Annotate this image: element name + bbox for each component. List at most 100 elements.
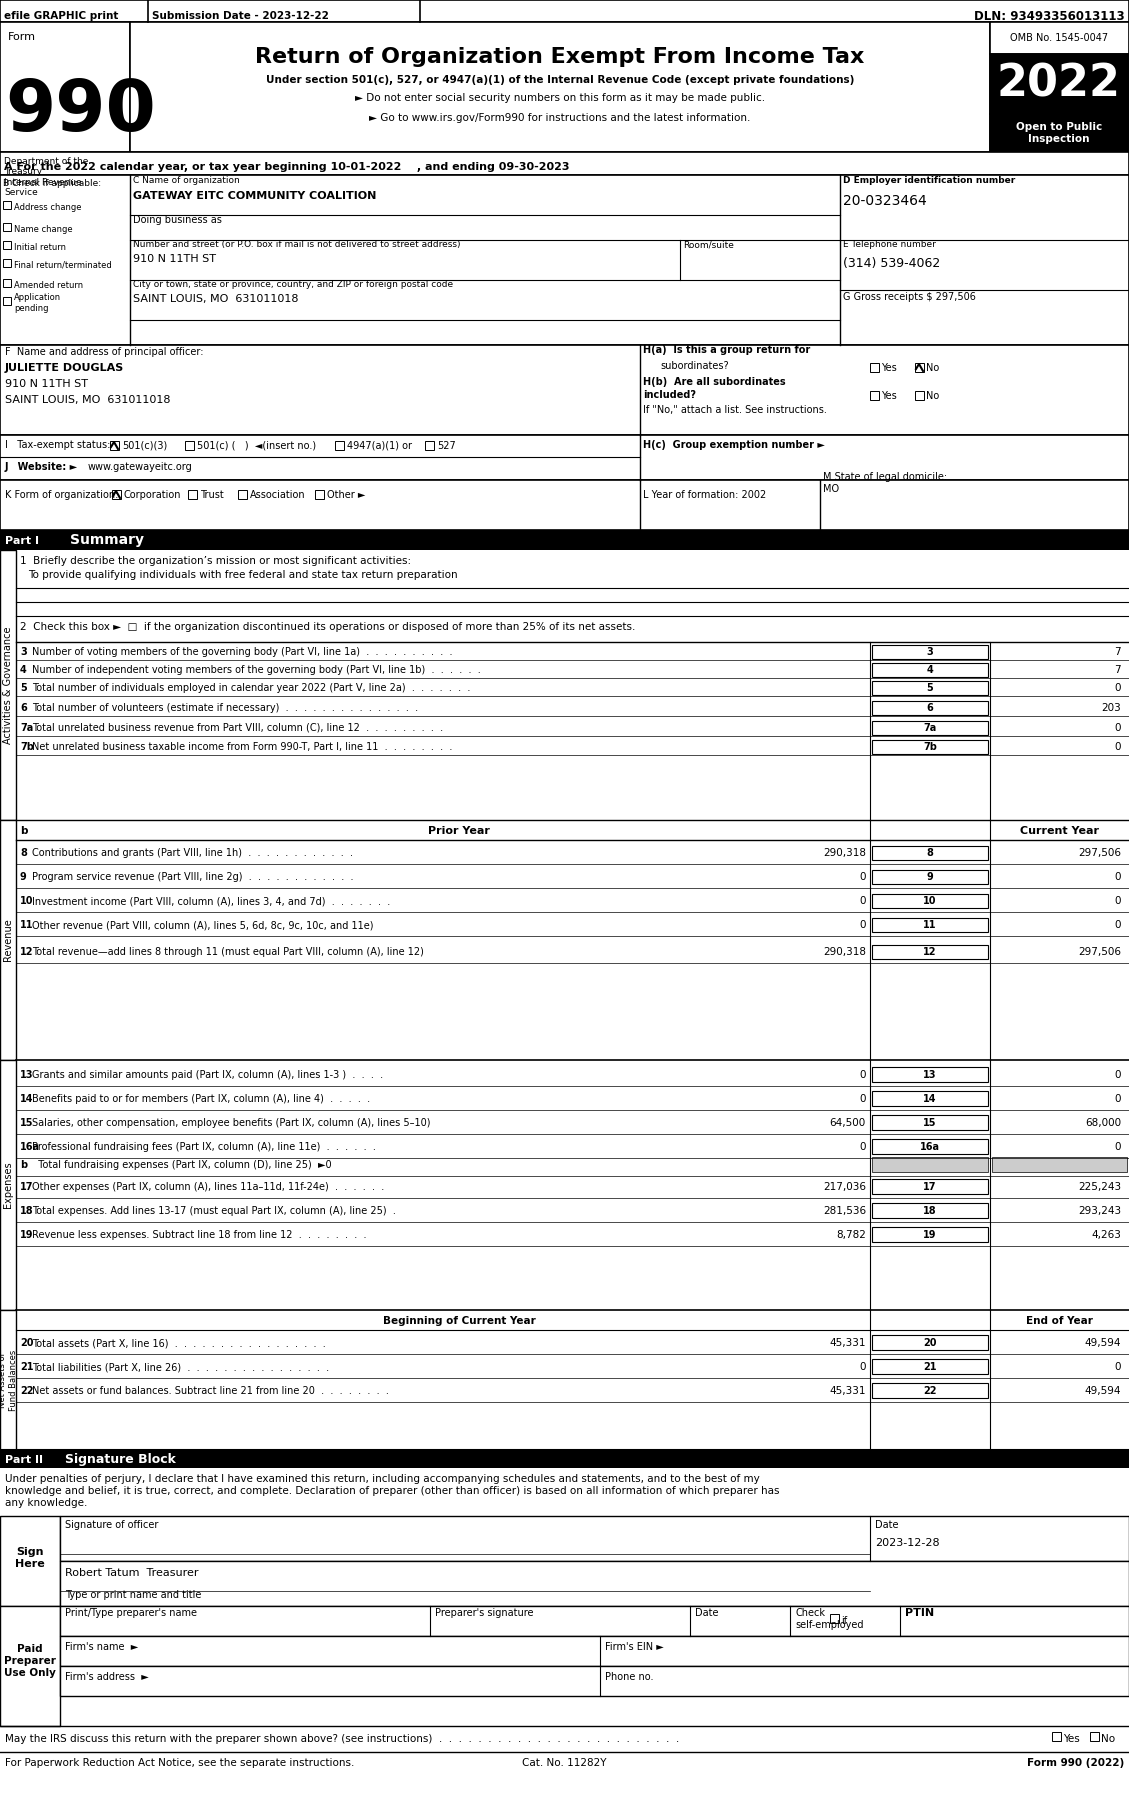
Text: Paid
Preparer
Use Only: Paid Preparer Use Only bbox=[5, 1645, 56, 1678]
Bar bbox=[872, 662, 988, 677]
Text: 8,782: 8,782 bbox=[837, 1230, 866, 1241]
Bar bbox=[990, 22, 1129, 54]
Text: 12: 12 bbox=[924, 947, 937, 958]
Text: www.gatewayeitc.org: www.gatewayeitc.org bbox=[88, 463, 193, 472]
Text: 910 N 11TH ST: 910 N 11TH ST bbox=[5, 379, 88, 388]
Text: Date: Date bbox=[695, 1607, 718, 1618]
Bar bbox=[1089, 1732, 1099, 1741]
Bar bbox=[872, 1335, 988, 1350]
Text: Corporation: Corporation bbox=[124, 490, 182, 501]
Text: Date: Date bbox=[875, 1520, 899, 1529]
Text: If "No," attach a list. See instructions.: If "No," attach a list. See instructions… bbox=[644, 405, 826, 415]
Text: Total assets (Part X, line 16)  .  .  .  .  .  .  .  .  .  .  .  .  .  .  .  .  : Total assets (Part X, line 16) . . . . .… bbox=[32, 1339, 326, 1348]
Text: Current Year: Current Year bbox=[1019, 825, 1099, 836]
Text: Under section 501(c), 527, or 4947(a)(1) of the Internal Revenue Code (except pr: Under section 501(c), 527, or 4947(a)(1)… bbox=[265, 74, 855, 85]
Text: 11: 11 bbox=[20, 920, 34, 931]
Bar bbox=[872, 1179, 988, 1194]
Text: Total number of volunteers (estimate if necessary)  .  .  .  .  .  .  .  .  .  .: Total number of volunteers (estimate if … bbox=[32, 704, 418, 713]
Bar bbox=[914, 392, 924, 401]
Text: Yes: Yes bbox=[881, 363, 896, 374]
Text: Expenses: Expenses bbox=[3, 1161, 14, 1208]
Text: Form 990 (2022): Form 990 (2022) bbox=[1026, 1758, 1124, 1769]
Bar bbox=[872, 700, 988, 715]
Bar bbox=[3, 259, 11, 267]
Text: 0: 0 bbox=[1114, 1070, 1121, 1079]
Bar bbox=[872, 1139, 988, 1154]
Text: No: No bbox=[1101, 1734, 1115, 1743]
Text: 7: 7 bbox=[1114, 648, 1121, 657]
Text: SAINT LOUIS, MO  631011018: SAINT LOUIS, MO 631011018 bbox=[133, 294, 298, 305]
Bar bbox=[238, 490, 247, 499]
Text: self-employed: self-employed bbox=[795, 1620, 864, 1631]
Text: K Form of organization:: K Form of organization: bbox=[5, 490, 119, 501]
Text: 49,594: 49,594 bbox=[1085, 1386, 1121, 1397]
Bar bbox=[0, 174, 1129, 345]
Text: 0: 0 bbox=[1114, 724, 1121, 733]
Text: 13: 13 bbox=[924, 1070, 937, 1079]
Text: JULIETTE DOUGLAS: JULIETTE DOUGLAS bbox=[5, 363, 124, 374]
Text: City or town, state or province, country, and ZIP or foreign postal code: City or town, state or province, country… bbox=[133, 279, 453, 288]
Text: 0: 0 bbox=[859, 1362, 866, 1371]
Text: Net assets or fund balances. Subtract line 21 from line 20  .  .  .  .  .  .  . : Net assets or fund balances. Subtract li… bbox=[32, 1386, 388, 1397]
Bar bbox=[0, 820, 16, 1059]
Text: Other revenue (Part VIII, column (A), lines 5, 6d, 8c, 9c, 10c, and 11e): Other revenue (Part VIII, column (A), li… bbox=[32, 920, 374, 931]
Text: Department of the
Treasury
Internal Revenue
Service: Department of the Treasury Internal Reve… bbox=[5, 158, 88, 198]
Text: b: b bbox=[20, 825, 27, 836]
Bar bbox=[0, 1310, 16, 1449]
Text: B Check if applicable:: B Check if applicable: bbox=[3, 180, 102, 189]
Text: 12: 12 bbox=[20, 947, 34, 958]
Bar bbox=[870, 392, 879, 401]
Text: 14: 14 bbox=[924, 1094, 937, 1105]
Text: Doing business as: Doing business as bbox=[133, 216, 222, 225]
Bar bbox=[872, 1203, 988, 1217]
Bar bbox=[3, 279, 11, 287]
Text: Association: Association bbox=[250, 490, 306, 501]
Text: 203: 203 bbox=[1101, 704, 1121, 713]
Text: Firm's address  ►: Firm's address ► bbox=[65, 1673, 149, 1682]
Text: 20: 20 bbox=[20, 1339, 34, 1348]
Text: M State of legal domicile:
MO: M State of legal domicile: MO bbox=[823, 472, 947, 493]
Text: Amended return: Amended return bbox=[14, 281, 84, 290]
Text: Total fundraising expenses (Part IX, column (D), line 25)  ►0: Total fundraising expenses (Part IX, col… bbox=[32, 1159, 332, 1170]
Text: 0: 0 bbox=[859, 896, 866, 905]
Bar bbox=[872, 680, 988, 695]
Text: Room/suite: Room/suite bbox=[683, 239, 734, 249]
Text: 0: 0 bbox=[1114, 920, 1121, 931]
Bar bbox=[112, 490, 121, 499]
Text: Robert Tatum  Treasurer: Robert Tatum Treasurer bbox=[65, 1567, 199, 1578]
Bar bbox=[872, 1382, 988, 1399]
Bar bbox=[872, 646, 988, 658]
Text: H(a)  Is this a group return for: H(a) Is this a group return for bbox=[644, 345, 811, 356]
Bar bbox=[990, 114, 1129, 152]
Text: 64,500: 64,500 bbox=[830, 1117, 866, 1128]
Text: 297,506: 297,506 bbox=[1078, 847, 1121, 858]
Bar bbox=[872, 1116, 988, 1130]
Text: End of Year: End of Year bbox=[1025, 1315, 1093, 1326]
Text: 4947(a)(1) or: 4947(a)(1) or bbox=[347, 441, 412, 452]
Bar bbox=[872, 1359, 988, 1373]
Text: any knowledge.: any knowledge. bbox=[5, 1498, 87, 1507]
Text: Part II: Part II bbox=[5, 1455, 43, 1466]
Text: 7b: 7b bbox=[924, 742, 937, 753]
Text: Firm's name  ►: Firm's name ► bbox=[65, 1642, 138, 1653]
Text: For Paperwork Reduction Act Notice, see the separate instructions.: For Paperwork Reduction Act Notice, see … bbox=[5, 1758, 355, 1769]
Text: Application
pending: Application pending bbox=[14, 294, 61, 312]
Text: 0: 0 bbox=[1114, 1143, 1121, 1152]
Bar bbox=[0, 481, 1129, 530]
Text: 0: 0 bbox=[859, 873, 866, 882]
Text: Yes: Yes bbox=[1064, 1734, 1079, 1743]
Text: (314) 539-4062: (314) 539-4062 bbox=[843, 258, 940, 270]
Text: 17: 17 bbox=[924, 1183, 937, 1192]
Text: 0: 0 bbox=[1114, 873, 1121, 882]
Text: No: No bbox=[926, 363, 939, 374]
Text: knowledge and belief, it is true, correct, and complete. Declaration of preparer: knowledge and belief, it is true, correc… bbox=[5, 1486, 779, 1497]
Text: 217,036: 217,036 bbox=[823, 1183, 866, 1192]
Bar bbox=[0, 1517, 60, 1605]
Text: 910 N 11TH ST: 910 N 11TH ST bbox=[133, 254, 216, 265]
Bar bbox=[425, 441, 434, 450]
Text: ► Go to www.irs.gov/Form990 for instructions and the latest information.: ► Go to www.irs.gov/Form990 for instruct… bbox=[369, 112, 751, 123]
Text: 15: 15 bbox=[20, 1117, 34, 1128]
Text: Activities & Governance: Activities & Governance bbox=[3, 626, 14, 744]
Bar bbox=[872, 1226, 988, 1243]
Text: 16a: 16a bbox=[20, 1143, 40, 1152]
